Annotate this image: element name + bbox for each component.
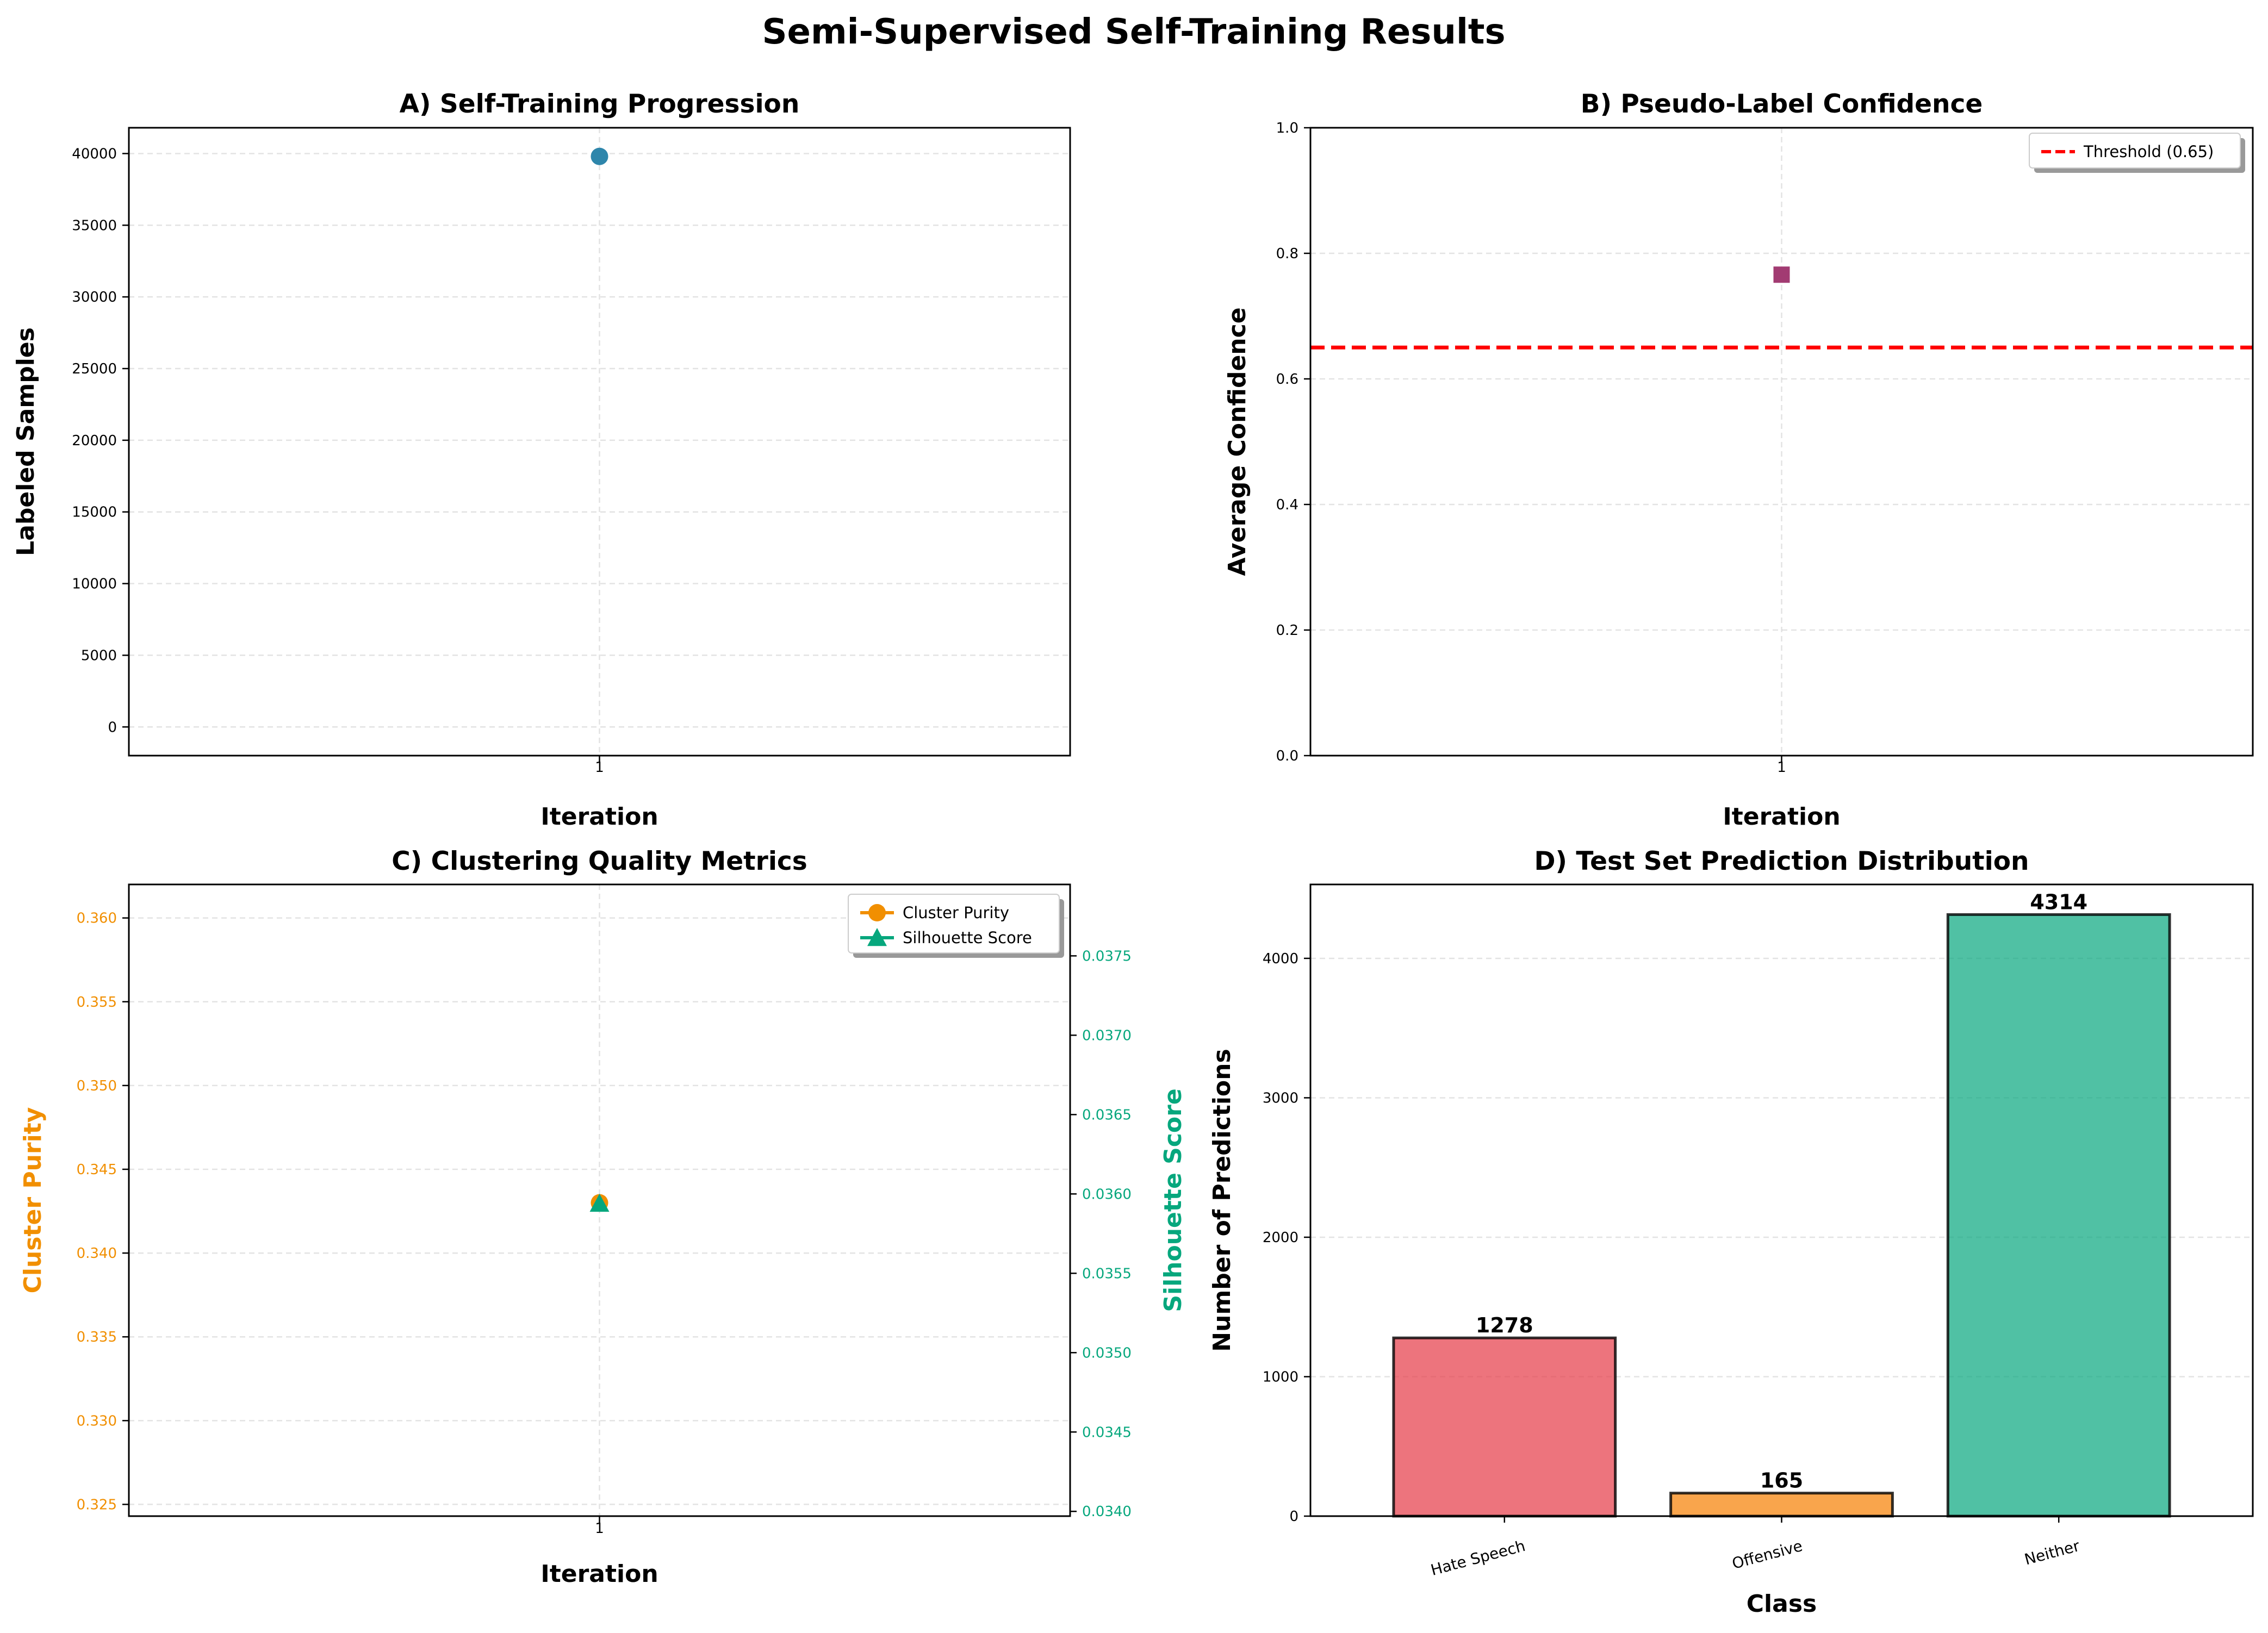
- panel-d-y-tick-label: 1000: [1263, 1369, 1298, 1385]
- panel-d-y-tick-label: 4000: [1263, 951, 1298, 967]
- panel-c-right-tick-label: 0.0360: [1082, 1186, 1132, 1202]
- panel-c-x-axis-label: Iteration: [540, 1560, 658, 1588]
- panel-c-point-silhouette-score: [589, 1193, 610, 1212]
- panel-a-y-tick-label: 10000: [72, 576, 117, 593]
- panel-c-legend: [848, 894, 1060, 953]
- panel-b: 0.0 0.2 0.4 0.6 0.8 1.0 1 B) Pseudo-Label Confi…: [1223, 89, 2254, 831]
- figure-title: Semi-Supervised Self-Training Results: [762, 12, 1505, 52]
- panel-b-title: B) Pseudo-Label Confidence: [1581, 89, 1983, 119]
- panel-c-left-tick-label: 0.325: [77, 1497, 117, 1513]
- panel-c-left-tick-label: 0.345: [77, 1162, 117, 1178]
- panel-b-y-tick-label: 1.0: [1276, 120, 1298, 136]
- panel-d-frame: [1309, 883, 2254, 1517]
- panel-c-right-tick-label: 0.0340: [1082, 1504, 1132, 1520]
- panel-c-right-tick-label: 0.0365: [1082, 1107, 1132, 1123]
- panel-c-legend-entry: Silhouette Score: [903, 928, 1032, 947]
- panel-c-right-tick-label: 0.0375: [1082, 948, 1132, 964]
- panel-a-x-tick-label: 1: [595, 759, 604, 776]
- panel-c-x-tick-label: 1: [595, 1520, 604, 1537]
- panel-a-y-axis-label: Labeled Samples: [12, 327, 40, 556]
- panel-d-y-tick-label: 0: [1289, 1509, 1298, 1525]
- panel-d-bar-value-label: 165: [1760, 1469, 1803, 1493]
- panel-d-title: D) Test Set Prediction Distribution: [1534, 846, 2029, 876]
- panel-c-left-tick-label: 0.360: [77, 911, 117, 927]
- panel-b-y-axis-label: Average Confidence: [1223, 307, 1251, 576]
- panel-a-y-tick-label: 35000: [72, 217, 117, 234]
- panel-b-y-tick-label: 0.6: [1276, 371, 1298, 388]
- panel-d-bar: [1392, 1336, 1617, 1518]
- panel-b-data-point: [1773, 266, 1790, 283]
- panel-c-legend-entry: Cluster Purity: [903, 903, 1009, 922]
- panel-b-frame: [1309, 127, 2254, 757]
- panel-b-y-tick-label: 0.0: [1276, 748, 1298, 764]
- panel-c-right-tick-label: 0.0345: [1082, 1424, 1132, 1441]
- panel-c-left-tick-label: 0.355: [77, 994, 117, 1011]
- panel-d-bar-value-label: 1278: [1476, 1313, 1533, 1337]
- panel-a-y-tick-label: 40000: [72, 146, 117, 162]
- panel-c-title: C) Clustering Quality Metrics: [392, 846, 807, 876]
- panel-a-title: A) Self-Training Progression: [400, 89, 800, 119]
- panel-b-y-tick-label: 0.8: [1276, 246, 1298, 262]
- panel-a: 0 5000 10000 15000 20000 25000 30000 35000 40000…: [12, 89, 1071, 831]
- panel-b-x-tick-label: 1: [1777, 759, 1786, 776]
- panel-a-frame: [128, 127, 1071, 757]
- panel-b-x-axis-label: Iteration: [1723, 803, 1840, 831]
- panel-c-legend-marker: [868, 904, 886, 921]
- panel-a-data-point: [591, 147, 608, 165]
- panel-c-right-axis-label: Silhouette Score: [1159, 1088, 1187, 1312]
- panel-c-left-tick-label: 0.330: [77, 1413, 117, 1429]
- panel-d-y-axis-label: Number of Predictions: [1208, 1049, 1236, 1351]
- panel-d-bar: [1669, 1492, 1894, 1518]
- panel-b-y-tick-label: 0.4: [1276, 497, 1298, 513]
- panel-a-y-tick-label: 0: [108, 719, 117, 736]
- panel-d-x-axis-label: Class: [1747, 1590, 1817, 1618]
- panel-d-y-tick-label: 2000: [1263, 1230, 1298, 1246]
- panel-c-left-tick-label: 0.340: [77, 1245, 117, 1262]
- panel-c-right-tick-label: 0.0370: [1082, 1027, 1132, 1044]
- panel-d-y-tick-label: 3000: [1263, 1090, 1298, 1106]
- panel-c-left-tick-label: 0.350: [77, 1078, 117, 1094]
- panel-a-y-tick-label: 5000: [81, 647, 117, 664]
- panel-a-y-tick-label: 20000: [72, 433, 117, 449]
- panel-b-y-tick-label: 0.2: [1276, 622, 1298, 639]
- panel-a-x-axis-label: Iteration: [540, 803, 658, 831]
- panel-b-legend-entry: Threshold (0.65): [2083, 142, 2214, 161]
- panel-d-bar: [1946, 913, 2171, 1518]
- panel-a-y-tick-label: 30000: [72, 289, 117, 306]
- panel-c-right-tick-label: 0.0350: [1082, 1345, 1132, 1361]
- panel-a-y-tick-label: 25000: [72, 361, 117, 377]
- panel-c-legend-marker: [867, 928, 887, 946]
- panel-c-left-tick-label: 0.335: [77, 1329, 117, 1345]
- panel-c: 0.325 0.330 0.335 0.340 0.345 0.350 0.355 0.360…: [19, 846, 1187, 1588]
- panel-a-y-tick-label: 15000: [72, 504, 117, 521]
- panel-d-bar-value-label: 4314: [2030, 890, 2087, 914]
- panel-c-frame: [128, 883, 1071, 1517]
- panel-c-left-axis-label: Cluster Purity: [19, 1107, 47, 1294]
- panel-c-right-tick-label: 0.0355: [1082, 1266, 1132, 1282]
- panel-b-legend: [2029, 133, 2241, 169]
